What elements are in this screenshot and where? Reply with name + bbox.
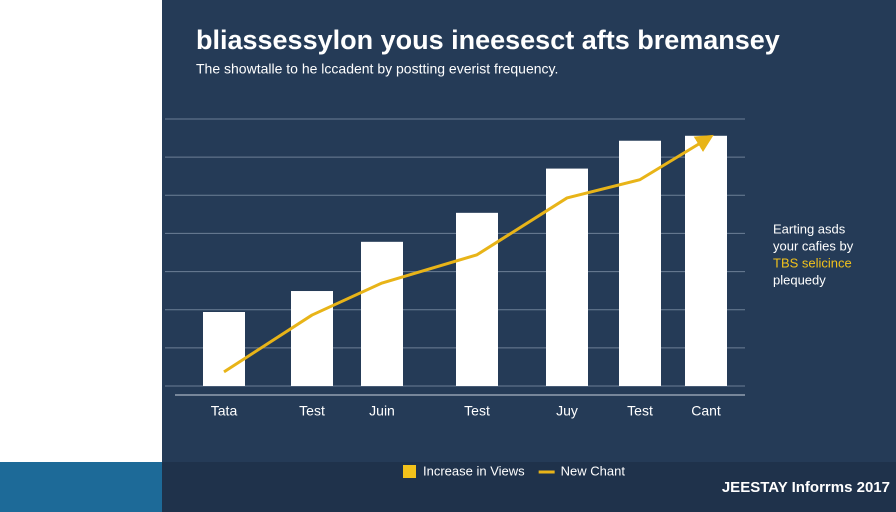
x-tick-label: Test [464, 403, 490, 419]
bar [291, 291, 333, 386]
chart-panel [162, 0, 896, 512]
legend-label: Increase in Views [423, 463, 525, 478]
x-tick-label: Juy [556, 403, 578, 419]
x-tick-label: Test [627, 403, 653, 419]
bar [361, 241, 403, 386]
x-tick-label: Cant [691, 403, 721, 419]
chart-title: bliassessylon yous ineesesct afts breman… [196, 25, 780, 55]
y-tick-label: 10,00% [107, 111, 148, 125]
chart-subtitle: The showtalle to he lccadent by postting… [196, 61, 558, 77]
legend-label: New Chant [561, 463, 626, 478]
y-tick-label: 3,30% [114, 264, 148, 278]
bar [685, 135, 727, 386]
bar [619, 140, 661, 386]
line [223, 134, 714, 374]
x-tick-label: Juin [369, 403, 395, 419]
y-tick-label: 4.20% [114, 340, 148, 354]
footer: JEESTAY Inforrms 2017 [722, 479, 890, 496]
y-tick-label: 4.50% [114, 226, 148, 240]
y-tick-label: 3.00% [114, 187, 148, 201]
y-tick-label: 2,00% [114, 149, 148, 163]
y-tick-label: 3.20% [114, 302, 148, 316]
y-tick-label: 10% [124, 378, 148, 392]
annotation: plequedy [773, 272, 826, 287]
bar [456, 212, 498, 386]
legend-swatch [403, 465, 416, 478]
bar [203, 312, 245, 386]
annotation: TBS selicince [773, 255, 852, 270]
bar [546, 168, 588, 386]
x-tick-label: Test [299, 403, 325, 419]
corner-strip [0, 462, 162, 512]
annotation: Earting asds [773, 221, 846, 236]
footer-strip [162, 462, 896, 512]
annotation: your cafies by [773, 238, 854, 253]
x-tick-label: Tata [211, 403, 238, 419]
